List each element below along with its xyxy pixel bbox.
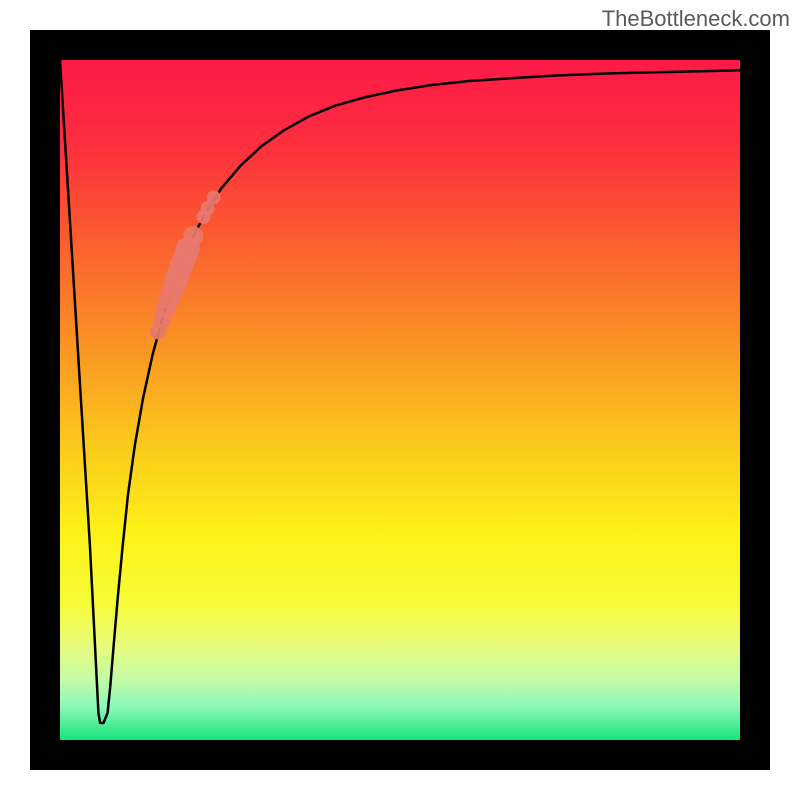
chart-container: TheBottleneck.com [0, 0, 800, 800]
chart-svg [0, 0, 800, 800]
highlight-marker [207, 190, 221, 204]
highlight-marker [176, 237, 200, 261]
plot-background-gradient [60, 60, 740, 740]
